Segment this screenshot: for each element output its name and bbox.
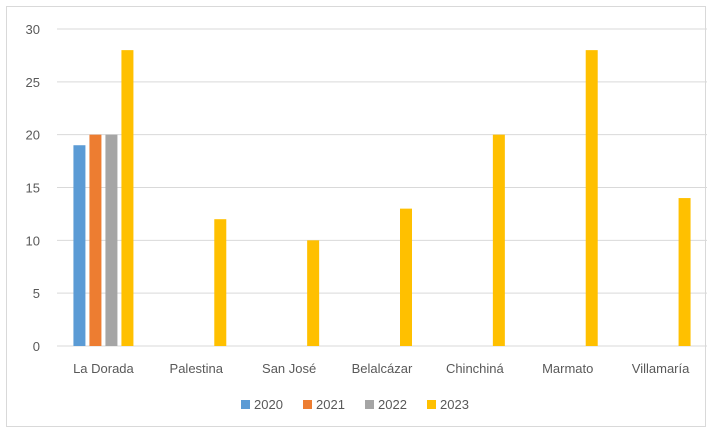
- bar-2023-la-dorada: [121, 50, 134, 347]
- legend-label: 2023: [440, 397, 469, 412]
- legend-swatch-2023: [427, 400, 436, 409]
- x-category-label: Villamaría: [632, 361, 690, 376]
- legend-swatch-2022: [365, 400, 374, 409]
- y-tick-label: 30: [26, 22, 40, 37]
- legend-swatch-2020: [241, 400, 250, 409]
- bar-2023-palestina: [214, 219, 227, 346]
- legend-label: 2021: [316, 397, 345, 412]
- bar-2023-chinchiná: [492, 134, 505, 346]
- x-category-label: Belalcázar: [352, 361, 413, 376]
- y-tick-label: 15: [26, 181, 40, 196]
- y-tick-label: 0: [33, 339, 40, 354]
- bar-2020-la-dorada: [73, 145, 86, 346]
- y-axis-tick-labels: 0 5 10 15 20 25 30: [26, 22, 40, 354]
- bar-2023-marmato: [585, 50, 598, 347]
- bars: [73, 50, 691, 347]
- x-category-label: San José: [262, 361, 316, 376]
- bar-2023-san-josé: [307, 240, 320, 346]
- legend-label: 2020: [254, 397, 283, 412]
- x-axis-category-labels: La Dorada Palestina San José Belalcázar Chin…: [73, 361, 690, 376]
- y-tick-label: 10: [26, 233, 40, 248]
- bar-2023-belalcázar: [400, 208, 412, 346]
- x-category-label: Marmato: [542, 361, 593, 376]
- x-category-label: Palestina: [170, 361, 224, 376]
- legend: 2020 2021 2022 2023: [241, 397, 469, 412]
- x-category-label: Chinchiná: [446, 361, 505, 376]
- bar-2022-la-dorada: [105, 134, 118, 346]
- gridlines: [57, 28, 707, 347]
- bar-2023-villamaría: [678, 198, 691, 346]
- bar-2021-la-dorada: [89, 134, 102, 346]
- y-tick-label: 5: [33, 286, 40, 301]
- y-tick-label: 25: [26, 75, 40, 90]
- x-category-label: La Dorada: [73, 361, 134, 376]
- legend-swatch-2021: [303, 400, 312, 409]
- y-tick-label: 20: [26, 128, 40, 143]
- legend-label: 2022: [378, 397, 407, 412]
